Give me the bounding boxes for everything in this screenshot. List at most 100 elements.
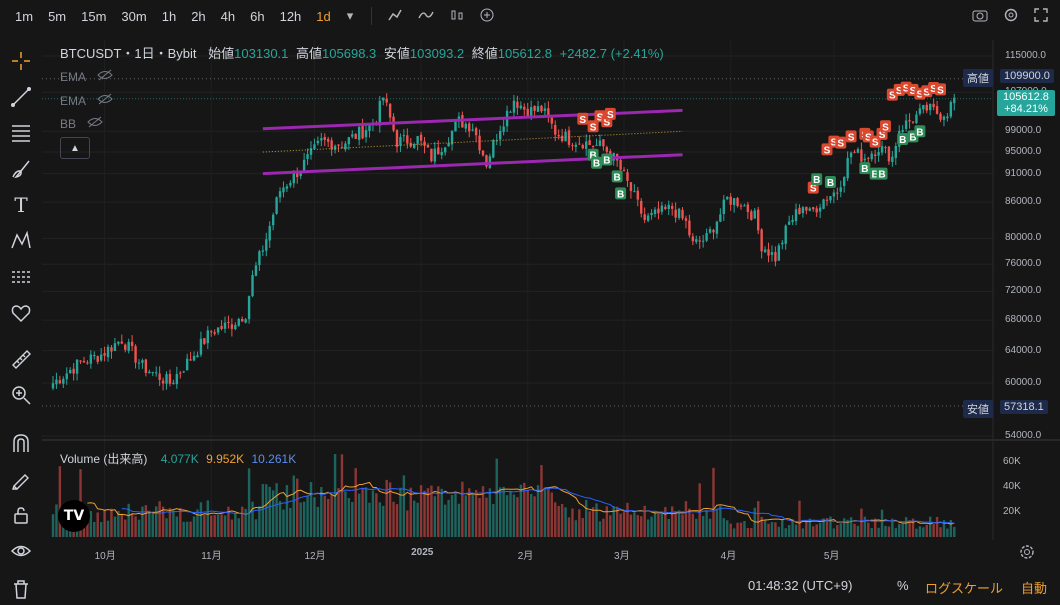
chart-line-icon[interactable] [388, 8, 402, 25]
timeframe-30m[interactable]: 30m [121, 8, 147, 24]
signal-label: B [813, 175, 820, 186]
candle-body [492, 140, 495, 158]
volume-bar [289, 507, 292, 537]
collapse-indicators-button[interactable]: ▲ [60, 137, 90, 159]
timeframe-6h[interactable]: 6h [250, 8, 265, 24]
indicator-bb[interactable]: BB [60, 116, 104, 131]
signal-label: S [607, 110, 614, 121]
candle-body [581, 145, 584, 149]
candle-body [726, 196, 729, 200]
time-tick-label: 2月 [517, 551, 534, 562]
trash-icon[interactable] [8, 576, 34, 602]
trend-line-icon[interactable] [8, 84, 34, 110]
pattern-icon[interactable] [8, 228, 34, 254]
ruler-icon[interactable] [8, 346, 34, 372]
volume-bar [743, 521, 746, 537]
signal-badge [577, 112, 589, 125]
candle-body [485, 155, 488, 167]
timeframe-4h[interactable]: 4h [220, 8, 236, 24]
eye-off-icon[interactable] [96, 93, 113, 108]
indicator-ema-2[interactable]: EMA [60, 93, 113, 108]
volume-bar [708, 518, 712, 537]
timeframe-1d[interactable]: 1d [316, 8, 331, 24]
volume-bar [134, 516, 137, 537]
volume-label[interactable]: Volume (出来高) [60, 452, 148, 466]
volume-tick-label: 60K [1003, 456, 1021, 468]
chevron-down-icon[interactable]: ▾ [346, 8, 354, 23]
forecast-icon[interactable] [8, 264, 34, 290]
indicator-ema-1[interactable]: EMA [60, 69, 113, 84]
heart-icon[interactable] [8, 300, 34, 326]
eye-off-icon[interactable] [96, 69, 113, 84]
volume-tick-label: 20K [1003, 506, 1021, 518]
volume-bar [416, 502, 419, 537]
timeframe-2h[interactable]: 2h [191, 8, 206, 24]
percent-toggle[interactable]: % [897, 578, 909, 593]
candle-body [512, 100, 516, 113]
signal-badge [824, 176, 836, 189]
auto-scale-toggle[interactable]: 自動 [1021, 581, 1048, 596]
timeframe-12h[interactable]: 12h [279, 8, 302, 24]
camera-icon[interactable] [972, 8, 988, 25]
symbol-title[interactable]: BTCUSDT・1日・Bybit [60, 46, 197, 61]
volume-bar [227, 506, 230, 537]
candle-body [949, 101, 953, 117]
candle-body [124, 344, 127, 350]
timeframe-1h[interactable]: 1h [161, 8, 177, 24]
volume-bar [664, 507, 667, 537]
magnet-icon[interactable] [8, 430, 34, 456]
volume-bar [144, 505, 148, 537]
candle-body [953, 97, 956, 104]
candle-body [509, 111, 512, 113]
volume-bar [867, 522, 870, 537]
volume-bar [316, 506, 320, 537]
brush-icon[interactable] [8, 156, 34, 182]
volume-bar [760, 516, 763, 537]
candle-body [526, 108, 529, 119]
candle-body [736, 198, 739, 207]
candles-icon[interactable] [450, 8, 464, 25]
volume-bar [282, 509, 285, 537]
volume-bar [93, 522, 96, 537]
settings-icon[interactable] [1004, 8, 1018, 25]
volume-bar [499, 487, 502, 537]
axis-settings-icon[interactable] [1019, 544, 1035, 563]
fib-retracement-icon[interactable] [8, 120, 34, 146]
volume-bar [915, 528, 918, 537]
candle-body [732, 198, 736, 206]
candle-body [471, 129, 474, 131]
clock[interactable]: 01:48:32 (UTC+9) [748, 578, 853, 593]
candle-body [946, 116, 949, 119]
lock-drawing-icon[interactable] [8, 466, 34, 492]
eye-icon[interactable] [8, 538, 34, 564]
candle-body [474, 128, 478, 136]
candle-body [58, 380, 62, 384]
timeframe-15m[interactable]: 15m [81, 8, 107, 24]
candle-body [333, 145, 337, 150]
volume-ma1-value: 9.952K [206, 452, 245, 466]
candle-body [873, 154, 877, 157]
candle-body [519, 105, 523, 109]
candle-body [922, 105, 925, 110]
volume-bar [880, 509, 884, 537]
candle-body [688, 220, 691, 236]
indicators-icon[interactable] [418, 8, 434, 25]
candle-body [633, 191, 636, 193]
volume-bar [536, 485, 540, 537]
lock-icon[interactable] [8, 502, 34, 528]
candle-body [285, 186, 289, 189]
candle-body [254, 265, 258, 276]
timeframe-1m[interactable]: 1m [15, 8, 34, 24]
fullscreen-icon[interactable] [1034, 7, 1048, 25]
candle-body [426, 144, 430, 148]
eye-off-icon[interactable] [87, 116, 104, 131]
volume-bar [382, 505, 385, 537]
crosshair-icon[interactable] [8, 48, 34, 74]
log-scale-toggle[interactable]: ログスケール [925, 581, 1004, 596]
text-tool-icon[interactable]: T [14, 193, 28, 217]
add-icon[interactable] [480, 8, 494, 25]
grid-lines [42, 40, 993, 540]
timeframe-5m[interactable]: 5m [48, 8, 67, 24]
zoom-in-icon[interactable] [8, 382, 34, 408]
